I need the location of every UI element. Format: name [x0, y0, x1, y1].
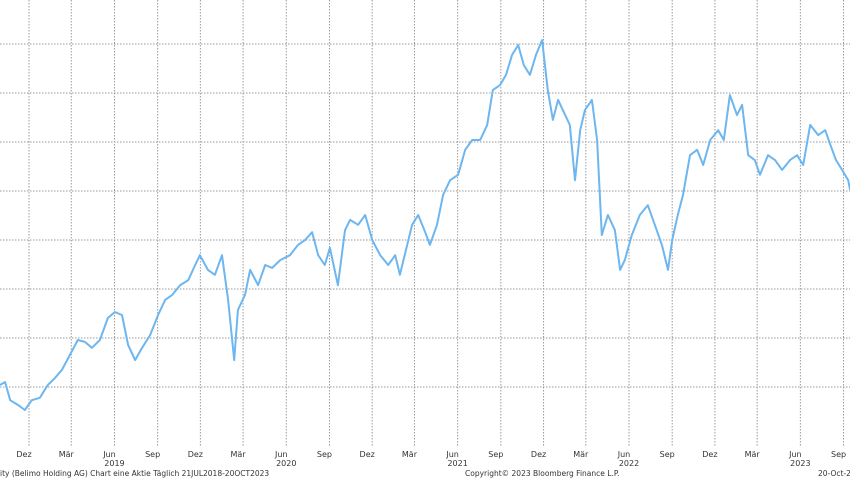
x-tick-label: Jun — [274, 450, 288, 459]
price-series-line — [0, 39, 850, 411]
x-year-label: 2022 — [619, 459, 639, 468]
x-year-label: 2023 — [790, 459, 810, 468]
x-tick-label: Sep — [317, 450, 332, 459]
x-tick-label: Sep — [831, 450, 846, 459]
x-tick-label: Jun — [445, 450, 459, 459]
x-tick-label: Dez — [16, 450, 31, 459]
x-tick-label: Mär — [573, 450, 589, 459]
x-tick-label: Jun — [788, 450, 802, 459]
copyright-notice: Copyright© 2023 Bloomberg Finance L.P. — [465, 469, 620, 478]
chart-description: ity (Belimo Holding AG) Chart eine Aktie… — [0, 469, 270, 478]
x-tick-label: Mär — [402, 450, 418, 459]
chart-date: 20-Oct-20 — [818, 469, 850, 478]
x-tick-label: Dez — [360, 450, 375, 459]
x-tick-label: Jun — [102, 450, 116, 459]
x-tick-label: Jun — [617, 450, 631, 459]
x-year-label: 2019 — [104, 459, 124, 468]
x-year-label: 2020 — [276, 459, 296, 468]
x-tick-label: Mär — [231, 450, 247, 459]
x-tick-label: Dez — [702, 450, 717, 459]
x-year-label: 2021 — [447, 459, 467, 468]
x-tick-label: Sep — [488, 450, 503, 459]
x-tick-label: Mär — [59, 450, 75, 459]
gridlines — [0, 0, 850, 446]
x-tick-label: Sep — [145, 450, 160, 459]
x-tick-label: Mär — [745, 450, 761, 459]
x-tick-label: Sep — [660, 450, 675, 459]
x-tick-label: Dez — [188, 450, 203, 459]
x-tick-label: Dez — [531, 450, 546, 459]
